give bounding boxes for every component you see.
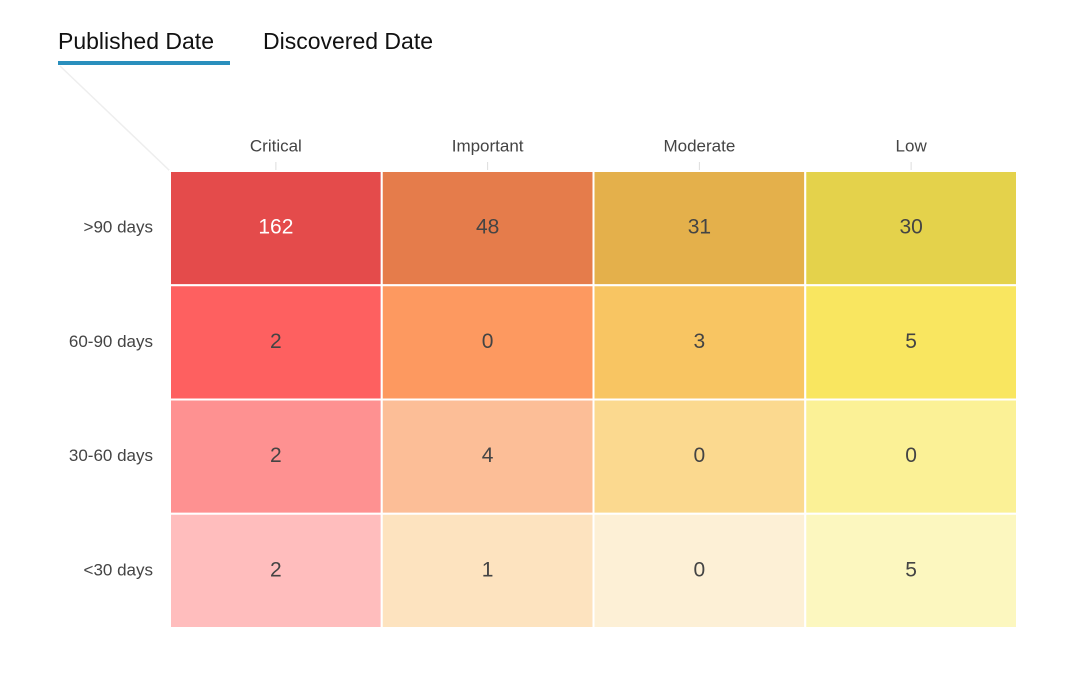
heatmap-cell: [380, 284, 595, 401]
cell-value: 0: [694, 558, 706, 581]
column-label: Critical: [250, 136, 302, 155]
cell-value: 0: [482, 330, 494, 353]
heatmap-cell: [804, 284, 1018, 401]
row-label: 30-60 days: [69, 446, 153, 465]
heatmap-cell: [804, 170, 1018, 287]
cell-value: 0: [694, 444, 706, 467]
heatmap-cell: [169, 398, 383, 515]
cell-value: 2: [270, 444, 282, 467]
heatmap-cell: [592, 398, 807, 515]
cell-value: 162: [258, 216, 293, 239]
column-label: Moderate: [663, 136, 735, 155]
active-tab-underline: [58, 61, 230, 65]
column-label: Important: [452, 136, 524, 155]
cell-value: 5: [905, 558, 917, 581]
cell-value: 31: [688, 216, 711, 239]
heatmap-cell: [169, 170, 383, 287]
cell-value: 4: [482, 444, 494, 467]
cell-value: 0: [905, 444, 917, 467]
cell-value: 48: [476, 216, 499, 239]
tab-discovered[interactable]: Discovered Date: [263, 28, 433, 54]
heatmap-cell: [380, 512, 595, 629]
cell-value: 2: [270, 558, 282, 581]
heatmap-cell: [592, 170, 807, 287]
tab-published[interactable]: Published Date: [58, 28, 214, 54]
cell-value: 30: [899, 216, 922, 239]
heatmap-cell: [804, 398, 1018, 515]
cell-value: 5: [905, 330, 917, 353]
heatmap-cell: [804, 512, 1018, 629]
cell-value: 2: [270, 330, 282, 353]
heatmap-cell: [380, 398, 595, 515]
row-label: 60-90 days: [69, 332, 153, 351]
heatmap-cell: [169, 284, 383, 401]
row-label: <30 days: [84, 560, 153, 579]
cell-value: 1: [482, 558, 494, 581]
corner-divider: [59, 65, 171, 172]
column-label: Low: [896, 136, 928, 155]
heatmap-cell: [169, 512, 383, 629]
row-label: >90 days: [84, 218, 153, 237]
cell-value: 3: [694, 330, 706, 353]
